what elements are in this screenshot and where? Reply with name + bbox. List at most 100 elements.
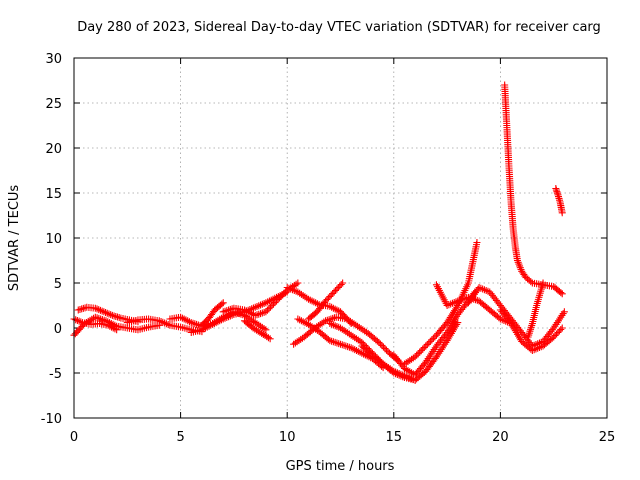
data-point <box>73 316 81 324</box>
data-point <box>535 344 543 351</box>
data-point <box>426 337 434 345</box>
data-point <box>351 334 359 342</box>
data-point <box>475 284 483 291</box>
data-point <box>429 334 437 342</box>
data-point <box>342 328 350 336</box>
data-point <box>343 315 351 323</box>
data-point <box>214 318 222 326</box>
data-point <box>345 316 353 324</box>
data-point <box>404 367 412 375</box>
data-point <box>349 332 357 340</box>
data-point <box>344 329 352 337</box>
data-point <box>346 317 354 325</box>
series-track-18 <box>432 281 515 327</box>
data-point <box>557 289 565 297</box>
data-point <box>357 325 365 333</box>
data-point <box>355 323 363 331</box>
data-point <box>312 299 320 307</box>
data-point <box>258 309 266 317</box>
data-point <box>97 315 105 323</box>
data-point <box>276 294 284 302</box>
data-point <box>86 316 94 324</box>
y-tick-label: 20 <box>45 142 62 157</box>
data-point <box>423 340 431 348</box>
data-point <box>454 297 462 305</box>
data-point <box>253 303 261 311</box>
data-point <box>246 315 254 323</box>
data-point <box>333 339 341 347</box>
data-point <box>450 299 458 306</box>
data-point <box>251 303 259 311</box>
data-point <box>428 336 436 344</box>
data-point <box>294 315 302 323</box>
data-point <box>378 341 386 349</box>
data-point <box>447 300 455 308</box>
x-tick-label: 15 <box>386 430 403 445</box>
data-point <box>255 302 263 310</box>
series-track-6 <box>187 288 291 336</box>
data-point <box>361 327 369 335</box>
data-point <box>331 305 339 313</box>
data-point <box>482 287 490 294</box>
data-point <box>290 340 298 348</box>
data-point <box>162 320 170 328</box>
y-tick-label: 30 <box>45 52 62 67</box>
data-point <box>408 355 416 363</box>
data-point <box>221 314 229 322</box>
data-point <box>253 320 261 328</box>
data-point <box>246 309 254 317</box>
data-point <box>263 306 271 314</box>
data-marks <box>70 81 568 384</box>
data-point <box>358 349 366 357</box>
x-tick-label: 25 <box>599 430 616 445</box>
data-point <box>266 303 274 311</box>
data-point <box>347 331 355 339</box>
data-point <box>77 318 85 326</box>
data-point <box>404 358 412 366</box>
data-point <box>292 280 300 288</box>
data-point <box>329 304 337 312</box>
data-point <box>339 279 347 287</box>
data-point <box>333 306 341 314</box>
data-point <box>303 320 311 327</box>
data-point <box>313 323 321 331</box>
data-point <box>203 323 211 331</box>
data-point <box>419 345 427 353</box>
y-tick-label: 15 <box>45 187 62 202</box>
data-point <box>329 321 337 329</box>
data-point <box>164 321 172 329</box>
data-point <box>411 353 419 361</box>
data-point <box>184 317 192 325</box>
data-point <box>255 321 263 329</box>
data-point <box>297 317 305 325</box>
data-point <box>399 373 407 381</box>
data-point <box>95 314 103 322</box>
data-point <box>244 314 252 322</box>
data-point <box>201 324 209 332</box>
data-point <box>296 316 304 324</box>
data-point <box>159 318 167 326</box>
y-tick-label: 5 <box>54 277 62 292</box>
data-point <box>210 320 218 327</box>
data-point <box>479 285 487 293</box>
data-point <box>257 301 265 309</box>
data-point <box>452 298 460 306</box>
data-point <box>299 318 307 326</box>
data-point <box>345 330 353 338</box>
data-point <box>292 287 300 295</box>
data-point <box>102 309 110 317</box>
data-point <box>251 319 259 327</box>
series-track-20 <box>496 306 566 354</box>
data-point <box>268 302 276 310</box>
data-point <box>348 319 356 327</box>
data-point <box>496 315 504 323</box>
data-point <box>258 323 266 331</box>
data-point <box>420 344 428 352</box>
data-point <box>395 371 403 379</box>
data-point <box>351 346 359 354</box>
data-point <box>193 320 201 328</box>
data-point <box>88 315 96 323</box>
data-point <box>244 308 252 316</box>
data-point <box>285 284 293 292</box>
data-point <box>260 325 268 333</box>
